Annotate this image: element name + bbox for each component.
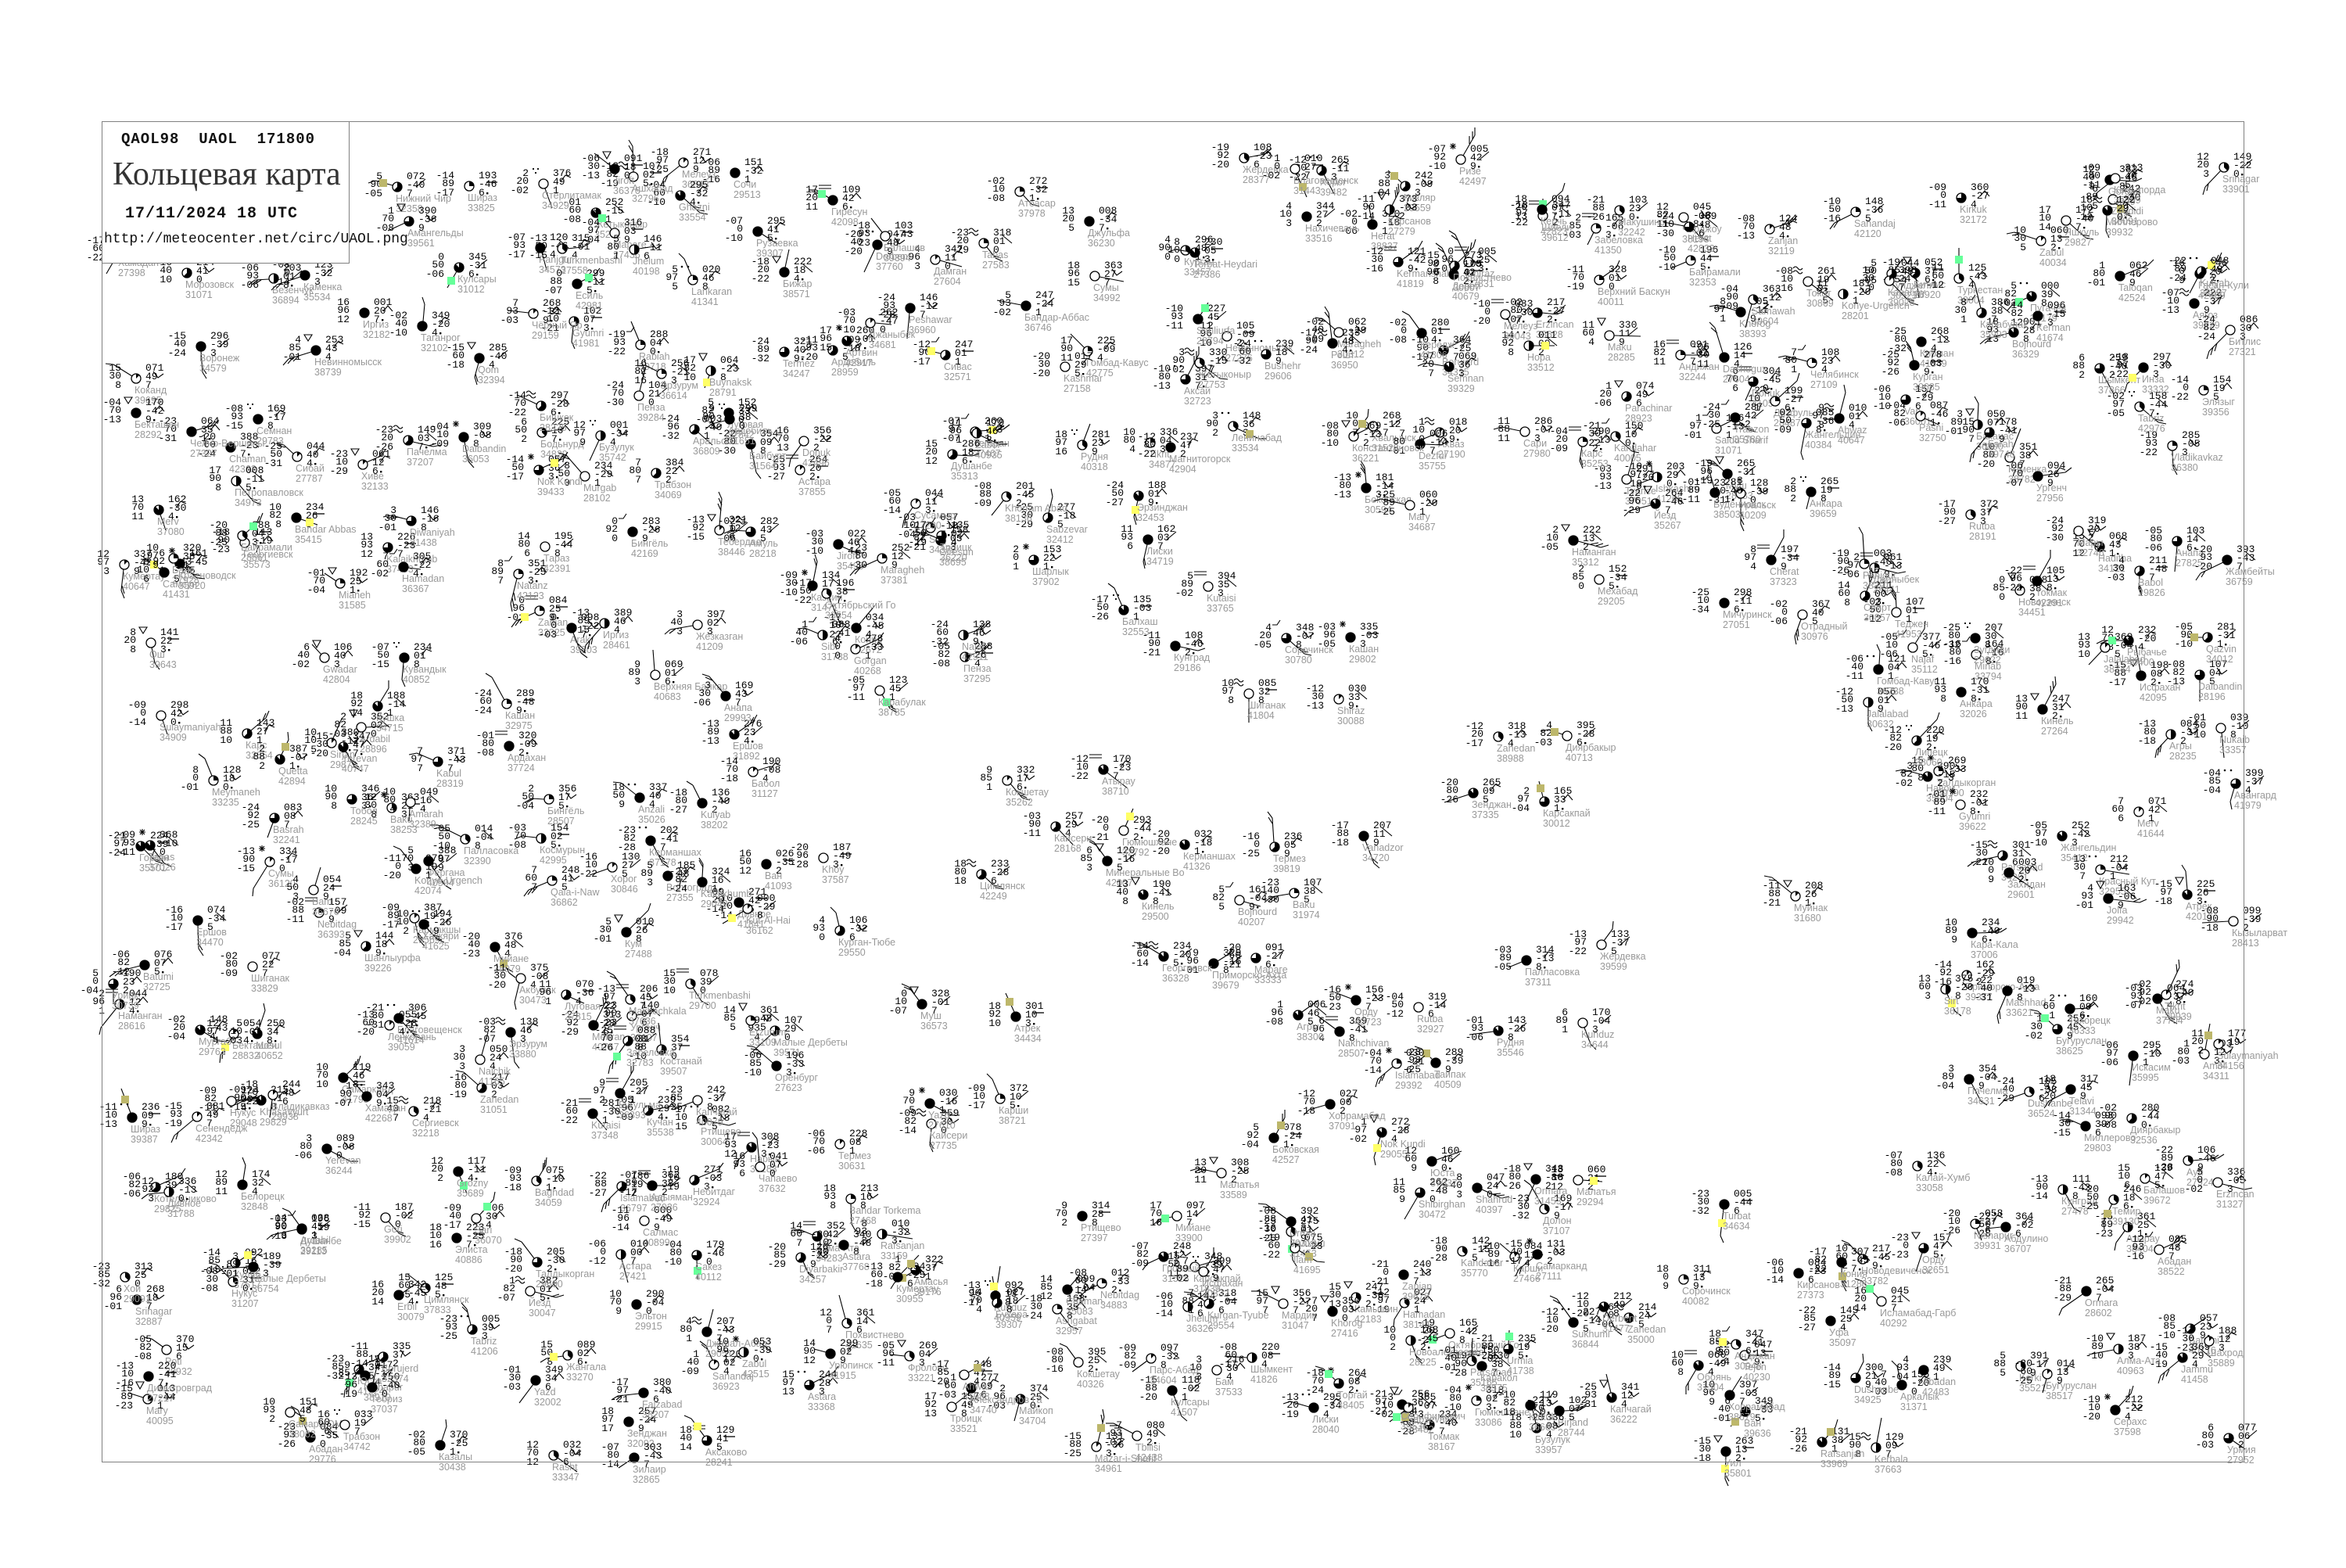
svg-text:34961: 34961 [1095, 1463, 1122, 1474]
svg-text:-04: -04 [81, 985, 99, 996]
svg-text:35801: 35801 [1724, 1468, 1752, 1479]
svg-text:33347: 33347 [552, 1472, 579, 1483]
svg-text:Зилаир: Зилаир [633, 1464, 666, 1475]
svg-text:30438: 30438 [439, 1462, 466, 1473]
svg-text:32865: 32865 [633, 1474, 660, 1485]
svg-text:Rasht: Rasht [552, 1462, 578, 1473]
svg-text:37663: 37663 [1874, 1464, 1902, 1475]
